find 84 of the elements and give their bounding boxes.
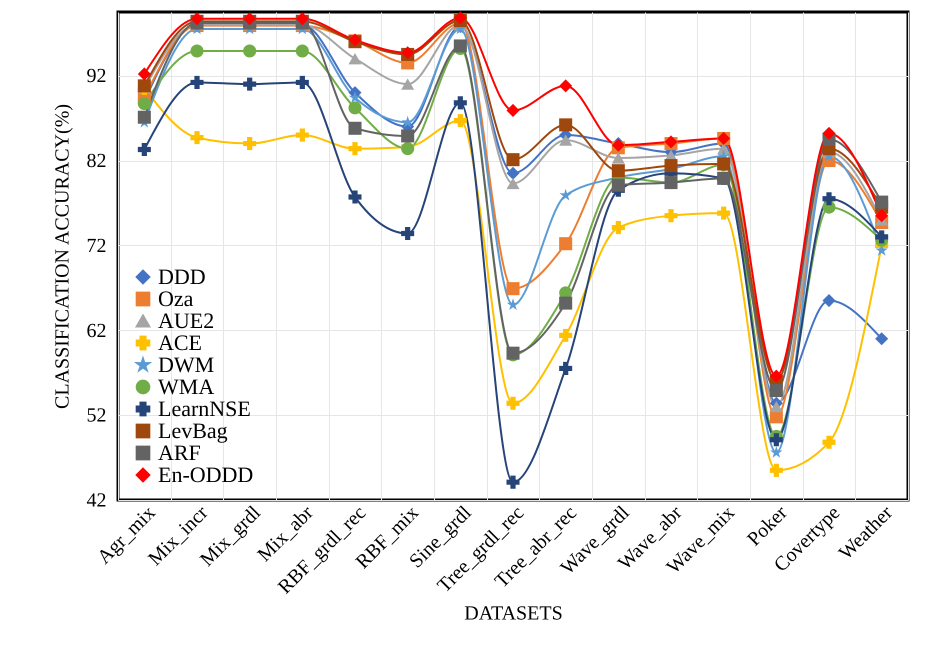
- point: [770, 384, 783, 398]
- point: [612, 178, 625, 192]
- point: [612, 221, 625, 234]
- point: [875, 209, 888, 222]
- point: [401, 226, 414, 240]
- point: [243, 137, 256, 150]
- point: [717, 206, 730, 220]
- point: [138, 79, 151, 92]
- point: [770, 446, 783, 458]
- legend-label: ACE: [158, 330, 202, 355]
- point: [506, 396, 520, 410]
- point: [401, 116, 414, 128]
- point: [296, 76, 309, 89]
- point: [770, 433, 783, 446]
- point: [559, 134, 572, 146]
- legend-label: En-ODDD: [158, 462, 254, 487]
- point: [822, 436, 836, 449]
- legend-label: LearnNSE: [158, 396, 251, 421]
- point: [770, 400, 783, 412]
- point: [348, 53, 362, 64]
- point: [664, 209, 678, 222]
- point: [138, 67, 151, 80]
- point: [559, 296, 572, 310]
- point: [664, 159, 678, 172]
- point: [454, 11, 467, 24]
- y-tick-label: 92: [86, 65, 106, 88]
- point: [190, 44, 204, 58]
- y-tick-label: 82: [86, 150, 106, 172]
- point: [506, 282, 520, 296]
- point: [190, 76, 204, 89]
- point: [138, 97, 151, 110]
- point: [348, 142, 362, 156]
- legend-label: DWM: [158, 352, 214, 377]
- point: [190, 131, 204, 144]
- point: [138, 142, 151, 156]
- point: [559, 362, 572, 375]
- point: [506, 476, 520, 489]
- point: [559, 188, 572, 201]
- y-tick-label: 42: [86, 490, 106, 512]
- point: [506, 104, 520, 117]
- point: [559, 328, 572, 342]
- point: [243, 78, 256, 91]
- legend-label: DDD: [158, 264, 206, 289]
- legend-label: AUE2: [158, 308, 214, 333]
- y-axis-title: CLASSIFICATION ACCURACY(%): [52, 104, 74, 410]
- point: [401, 78, 414, 90]
- point: [612, 152, 625, 164]
- point: [770, 464, 783, 477]
- point: [875, 332, 888, 346]
- point: [875, 230, 888, 244]
- point: [296, 44, 309, 58]
- point: [822, 192, 836, 206]
- legend-label: WMA: [158, 374, 214, 399]
- legend-label: ARF: [158, 440, 201, 465]
- point: [190, 12, 204, 26]
- x-axis-title: DATASETS: [464, 602, 563, 625]
- point: [506, 178, 520, 190]
- point: [770, 370, 783, 383]
- legend-label: Oza: [158, 286, 194, 311]
- point: [138, 110, 151, 124]
- y-tick-label: 62: [86, 320, 106, 342]
- point: [559, 118, 572, 132]
- point: [612, 164, 625, 178]
- point: [401, 129, 414, 142]
- point: [243, 44, 256, 58]
- point: [348, 91, 362, 103]
- point: [822, 294, 836, 308]
- point: [506, 298, 520, 310]
- legend-label: LevBag: [158, 418, 228, 443]
- y-tick-label: 72: [86, 234, 106, 257]
- point: [506, 166, 520, 180]
- point: [875, 196, 888, 209]
- point: [454, 96, 467, 110]
- point: [506, 153, 520, 166]
- point: [348, 122, 362, 135]
- y-tick-label: 52: [86, 404, 106, 427]
- point: [296, 128, 309, 142]
- point: [559, 237, 572, 250]
- point: [454, 114, 467, 128]
- point: [559, 79, 572, 92]
- point: [348, 101, 362, 114]
- point: [822, 126, 836, 140]
- point: [348, 190, 362, 204]
- point: [454, 39, 467, 52]
